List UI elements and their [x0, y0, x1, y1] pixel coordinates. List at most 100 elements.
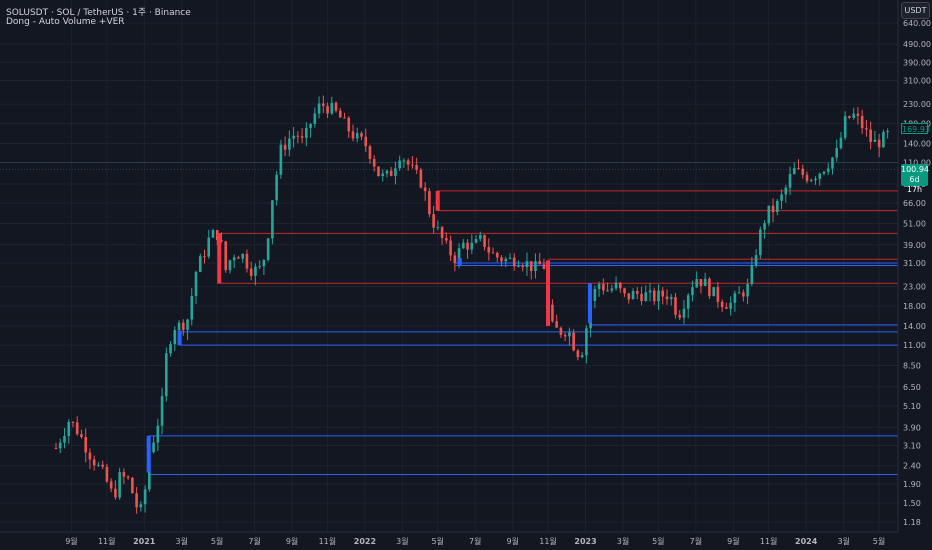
candle-body [759, 229, 762, 256]
time-tick-label: 11월 [760, 536, 778, 546]
candle-body [181, 322, 185, 330]
candle-body [826, 168, 830, 172]
time-tick-label: 2022 [354, 537, 376, 546]
candle-body [508, 257, 512, 259]
candle-body [309, 123, 312, 128]
time-tick-label: 2021 [133, 537, 156, 546]
candle-body [568, 332, 571, 337]
time-tick-label: 11월 [98, 536, 116, 546]
time-tick-label: 9월 [65, 536, 77, 546]
price-tick-label: 23.00 [903, 283, 926, 292]
volume-marker-bar [435, 190, 440, 211]
candle-body [487, 247, 491, 253]
candle-body [839, 137, 843, 149]
bar-countdown: 6d 17h [906, 175, 923, 194]
candle-body [470, 242, 474, 250]
volume-marker-bar [177, 330, 182, 346]
time-tick-label: 5월 [431, 536, 443, 546]
candle-body [729, 302, 732, 309]
candle-body [305, 127, 308, 138]
time-tick-label: 11월 [539, 536, 557, 546]
candle-body [865, 128, 868, 130]
candle-body [776, 200, 779, 213]
price-tick-label: 110.00 [903, 159, 931, 168]
candle-body [292, 135, 295, 139]
time-tick-label: 7월 [469, 536, 481, 546]
candle-body [657, 290, 660, 302]
candle-body [92, 459, 96, 466]
candle-body [432, 214, 435, 228]
volume-markers [146, 190, 592, 473]
candle-body [699, 278, 703, 286]
price-tick-label: 31.00 [903, 259, 926, 268]
candle-body [211, 230, 215, 238]
time-tick-label: 2024 [795, 537, 818, 546]
candle-body [555, 321, 558, 328]
time-tick-label: 3월 [396, 536, 408, 546]
candle-body [478, 234, 482, 240]
price-tick-label: 6.50 [903, 383, 921, 392]
candle-body [156, 425, 160, 443]
candle-body [750, 265, 754, 284]
candle-body [139, 504, 143, 508]
time-tick-label: 11월 [319, 536, 337, 546]
price-tick-label: 3.10 [903, 441, 921, 450]
price-tick-label: 140.00 [903, 139, 931, 148]
candle-body [682, 308, 686, 318]
candle-body [254, 266, 257, 276]
candle-body [419, 169, 423, 188]
candle-body [856, 113, 860, 116]
candle-body [440, 227, 444, 238]
candle-body [860, 115, 864, 129]
candle-body [334, 102, 338, 111]
candle-body [602, 284, 605, 291]
candle-body [453, 255, 457, 264]
currency-button[interactable]: USDT [901, 2, 930, 19]
candle-body [500, 257, 503, 262]
candle-body [411, 164, 414, 166]
candle-body [296, 135, 300, 137]
candle-body [521, 266, 525, 268]
candle-body [389, 170, 393, 176]
candle-body [173, 330, 177, 345]
candle-body [886, 130, 889, 133]
candle-body [576, 350, 580, 358]
candle-body [415, 164, 418, 170]
time-tick-label: 5월 [211, 536, 223, 546]
price-axis[interactable]: 640.00490.00390.00310.00230.00180.00140.… [897, 0, 932, 550]
time-tick-label: 2023 [574, 537, 596, 546]
candle-body [75, 422, 79, 435]
candle-body [131, 477, 134, 494]
volume-marker-bar [546, 260, 551, 326]
price-tick-label: 2.40 [903, 462, 921, 471]
candle-body [105, 466, 109, 482]
candle-body [347, 117, 351, 132]
candle-body [572, 332, 575, 351]
candle-body [241, 253, 244, 259]
candle-body [249, 268, 253, 276]
candle-body [169, 344, 172, 354]
candle-body [381, 173, 385, 177]
time-axis[interactable]: 9월 11월 2021 3월 5월 7월 9월 11월 2022 3월 5월 7월 9월 11월 2023 3… [0, 531, 898, 546]
time-tick-label: 9월 [727, 536, 739, 546]
candle-body [84, 436, 88, 453]
candle-body [360, 133, 363, 137]
candle-body [143, 489, 147, 505]
candle-body [279, 144, 283, 175]
candle-body [457, 248, 461, 264]
candle-body [398, 160, 401, 169]
candle-body [517, 266, 520, 268]
indicator-title[interactable]: Dong - Auto Volume +VER [6, 17, 125, 27]
price-tick-label: 230.00 [903, 100, 931, 109]
candle-body [703, 278, 707, 286]
candlestick-series [54, 95, 889, 514]
time-tick-label: 5월 [652, 536, 664, 546]
price-tick-label: 5.10 [903, 402, 921, 411]
candle-body [54, 448, 58, 450]
candle-body [258, 266, 261, 268]
candle-body [529, 261, 533, 271]
candle-body [835, 148, 839, 158]
candle-body [538, 261, 541, 265]
candle-body [317, 103, 321, 114]
